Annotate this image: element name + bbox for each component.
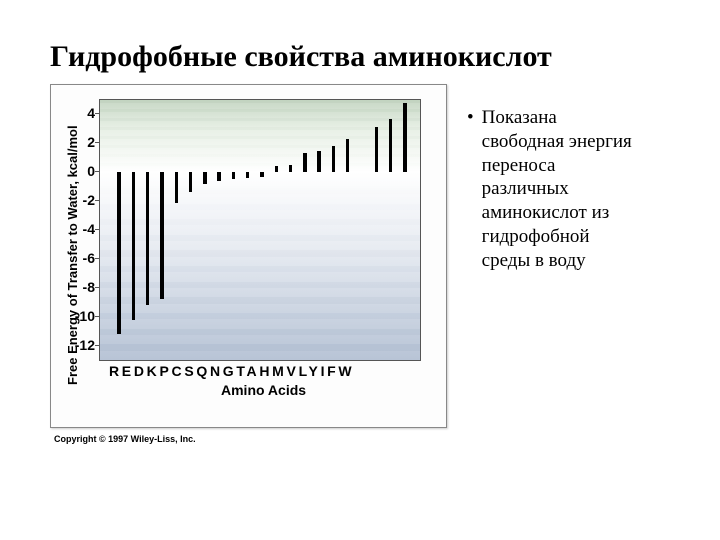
chart-box: 420-2-4-6-8-10-12 Free Energy of Transfe… — [50, 84, 447, 428]
x-axis-title: Amino Acids — [221, 382, 306, 404]
bar — [217, 172, 221, 181]
description-block: • Показана свободная энергия переноса ра… — [467, 106, 637, 272]
bar — [132, 172, 136, 319]
bar — [146, 172, 150, 305]
bar — [317, 151, 321, 173]
bar — [303, 153, 307, 172]
bar — [117, 172, 121, 334]
bullet-text: Показана свободная энергия переноса разл… — [482, 106, 637, 272]
chart-container: 420-2-4-6-8-10-12 Free Energy of Transfe… — [50, 84, 447, 444]
bar — [203, 172, 207, 184]
bar — [175, 172, 179, 202]
bar — [246, 172, 250, 178]
copyright-text: Copyright © 1997 Wiley-Liss, Inc. — [54, 434, 447, 444]
plot-area — [99, 99, 421, 361]
bar — [375, 127, 379, 172]
bar — [403, 103, 407, 172]
y-axis-title: Free Energy of Transfer to Water, kcal/m… — [65, 125, 80, 385]
x-tick-labels: REDKPCSQNGTAHMVLYIFW — [109, 363, 354, 379]
bar — [289, 165, 293, 172]
bar — [275, 166, 279, 172]
y-tick-label: 4 — [65, 105, 95, 121]
bullet-mark: • — [467, 106, 474, 272]
content-row: 420-2-4-6-8-10-12 Free Energy of Transfe… — [50, 84, 670, 444]
bar — [189, 172, 193, 192]
bar — [232, 172, 236, 179]
bar — [389, 119, 393, 172]
bullet-item: • Показана свободная энергия переноса ра… — [467, 106, 637, 272]
bar — [260, 172, 264, 176]
bar — [332, 146, 336, 172]
page-title: Гидрофобные свойства аминокислот — [50, 40, 670, 74]
bar — [346, 139, 350, 172]
bar — [160, 172, 164, 299]
